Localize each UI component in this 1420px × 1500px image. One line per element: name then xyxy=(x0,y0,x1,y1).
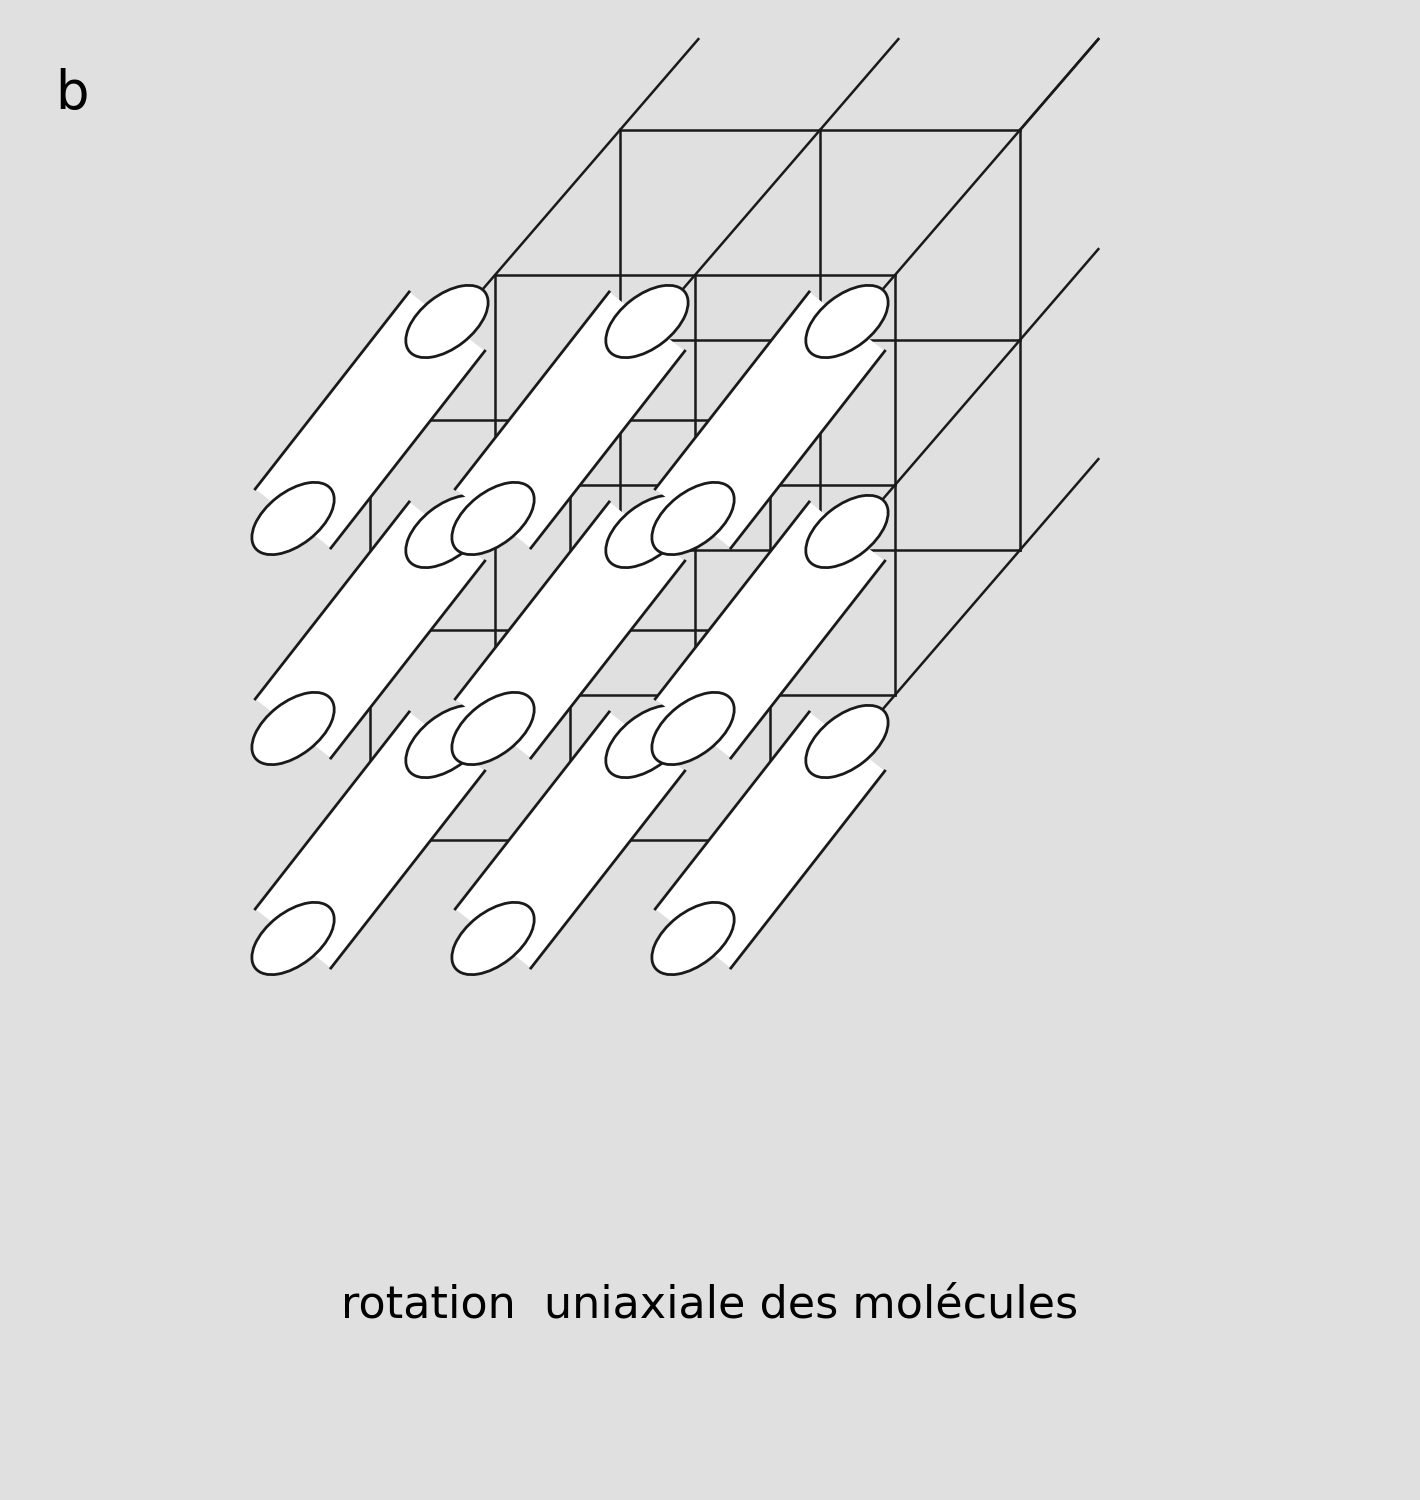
Ellipse shape xyxy=(452,903,534,975)
Ellipse shape xyxy=(606,495,689,567)
Polygon shape xyxy=(456,503,684,758)
Ellipse shape xyxy=(251,693,334,765)
Text: rotation  uniaxiale des molécules: rotation uniaxiale des molécules xyxy=(341,1284,1079,1326)
Ellipse shape xyxy=(452,693,534,765)
Ellipse shape xyxy=(606,705,689,777)
Polygon shape xyxy=(655,712,885,968)
Ellipse shape xyxy=(606,285,689,357)
Polygon shape xyxy=(655,292,885,548)
Polygon shape xyxy=(256,712,484,968)
Ellipse shape xyxy=(652,903,734,975)
Ellipse shape xyxy=(406,495,488,567)
Ellipse shape xyxy=(805,285,888,357)
Ellipse shape xyxy=(652,483,734,555)
Polygon shape xyxy=(256,503,484,758)
Polygon shape xyxy=(456,712,684,968)
Ellipse shape xyxy=(652,693,734,765)
Polygon shape xyxy=(456,292,684,548)
Ellipse shape xyxy=(406,285,488,357)
Ellipse shape xyxy=(452,483,534,555)
Ellipse shape xyxy=(251,903,334,975)
Text: b: b xyxy=(55,68,88,120)
Ellipse shape xyxy=(251,483,334,555)
Ellipse shape xyxy=(805,705,888,777)
Polygon shape xyxy=(655,503,885,758)
Polygon shape xyxy=(256,292,484,548)
Ellipse shape xyxy=(805,495,888,567)
Ellipse shape xyxy=(406,705,488,777)
